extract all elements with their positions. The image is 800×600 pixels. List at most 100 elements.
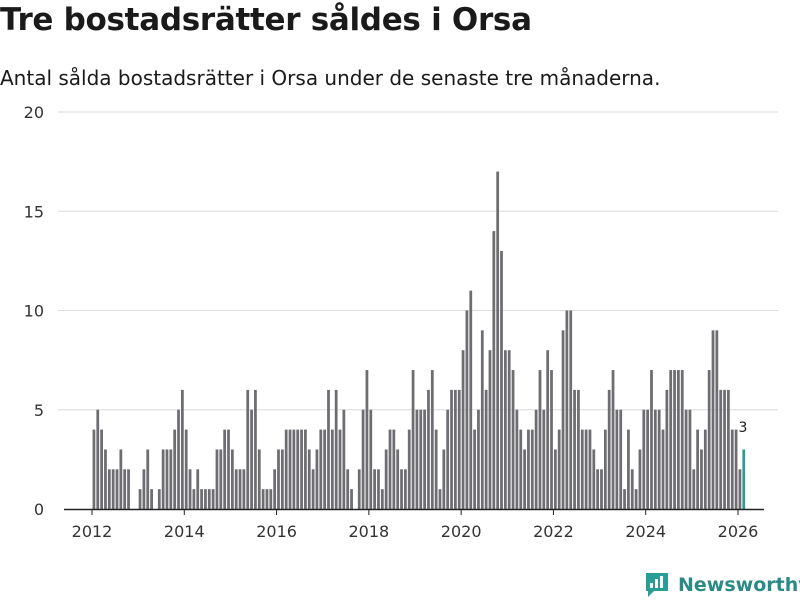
bar bbox=[596, 469, 600, 509]
bar bbox=[184, 429, 188, 509]
bar bbox=[688, 409, 692, 509]
bar bbox=[673, 370, 676, 509]
bar bbox=[323, 429, 327, 509]
bar bbox=[238, 469, 242, 509]
bar bbox=[477, 409, 480, 509]
y-tick-label: 20 bbox=[24, 103, 44, 122]
bar bbox=[661, 429, 665, 509]
bar bbox=[542, 409, 546, 509]
bar bbox=[703, 429, 707, 509]
bar bbox=[442, 449, 446, 509]
bar bbox=[515, 409, 519, 509]
bar bbox=[407, 429, 411, 509]
bar bbox=[215, 449, 219, 509]
bars bbox=[92, 171, 746, 510]
bar bbox=[254, 389, 257, 509]
bar bbox=[419, 409, 423, 509]
bar bbox=[430, 370, 434, 509]
x-axis: 2012 2014 2016 2018 2020 2022 2024 2026 bbox=[64, 508, 764, 541]
bar bbox=[365, 370, 369, 509]
bar bbox=[684, 409, 688, 509]
bar bbox=[488, 350, 492, 509]
bar-chart: 0 5 10 15 20 2012 2014 2016 2018 2020 2022 2024 202… bbox=[24, 103, 778, 541]
bar bbox=[277, 449, 280, 509]
bar bbox=[246, 389, 250, 509]
bar bbox=[204, 489, 207, 509]
bar bbox=[527, 429, 530, 509]
bar bbox=[200, 489, 203, 509]
bar bbox=[615, 409, 619, 509]
bar bbox=[519, 429, 523, 509]
bar bbox=[219, 449, 223, 509]
bar bbox=[696, 429, 700, 509]
bar bbox=[700, 449, 703, 509]
bar bbox=[453, 389, 457, 509]
bar bbox=[653, 409, 657, 509]
chart-subtitle: Antal sålda bostadsrätter i Orsa under d… bbox=[0, 66, 661, 90]
bar bbox=[127, 469, 130, 509]
bar bbox=[315, 449, 319, 509]
bar bbox=[104, 449, 107, 509]
bar bbox=[665, 389, 669, 509]
bar bbox=[265, 489, 269, 509]
bar bbox=[734, 429, 738, 509]
bar bbox=[738, 469, 742, 509]
bar bbox=[100, 429, 103, 509]
bar bbox=[173, 429, 177, 509]
newsworthy-icon bbox=[646, 573, 668, 597]
bar bbox=[715, 330, 719, 509]
bar-latest bbox=[742, 449, 746, 509]
y-axis-labels: 0 5 10 15 20 bbox=[24, 103, 44, 519]
bar bbox=[257, 449, 261, 509]
gridlines bbox=[58, 111, 778, 411]
bar bbox=[634, 489, 638, 509]
bar bbox=[292, 429, 296, 509]
bar bbox=[392, 429, 396, 509]
bar bbox=[565, 310, 569, 509]
bar bbox=[334, 389, 338, 509]
bar bbox=[580, 429, 584, 509]
bar bbox=[507, 350, 511, 509]
bar bbox=[242, 469, 246, 509]
bar bbox=[142, 469, 146, 509]
bar bbox=[404, 469, 407, 509]
bar bbox=[550, 370, 553, 509]
bar bbox=[346, 469, 350, 509]
bar bbox=[711, 330, 715, 509]
bar bbox=[411, 370, 415, 509]
bar bbox=[115, 469, 119, 509]
bar bbox=[577, 389, 580, 509]
x-tick-label: 2020 bbox=[441, 522, 482, 541]
x-tick-label: 2014 bbox=[164, 522, 205, 541]
x-tick-label: 2016 bbox=[256, 522, 297, 541]
y-tick-label: 10 bbox=[24, 302, 44, 321]
bar bbox=[584, 429, 588, 509]
bar bbox=[530, 429, 534, 509]
bar bbox=[469, 290, 473, 509]
bar bbox=[230, 449, 234, 509]
last-value-label: 3 bbox=[739, 420, 748, 436]
bar bbox=[707, 370, 711, 509]
bar bbox=[207, 489, 211, 509]
bar bbox=[638, 449, 642, 509]
y-tick-label: 5 bbox=[34, 401, 44, 420]
bar bbox=[492, 231, 496, 509]
bar bbox=[546, 350, 550, 509]
x-tick-label: 2018 bbox=[348, 522, 389, 541]
x-tick-label: 2012 bbox=[72, 522, 113, 541]
bar bbox=[223, 429, 227, 509]
bar bbox=[723, 389, 726, 509]
bar bbox=[692, 469, 696, 509]
bar bbox=[727, 389, 730, 509]
bar bbox=[427, 389, 430, 509]
bar bbox=[642, 409, 646, 509]
bar bbox=[234, 469, 238, 509]
bar bbox=[461, 350, 465, 509]
bar bbox=[350, 489, 353, 509]
bar bbox=[569, 310, 573, 509]
bar bbox=[438, 489, 442, 509]
chart-title: Tre bostadsrätter såldes i Orsa bbox=[0, 2, 532, 38]
bar bbox=[557, 429, 561, 509]
bar bbox=[423, 409, 426, 509]
bar bbox=[342, 409, 346, 509]
